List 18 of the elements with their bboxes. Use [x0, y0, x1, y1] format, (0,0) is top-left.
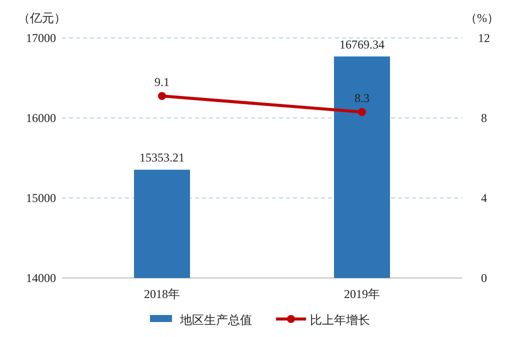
y-tick-label: 17000 — [26, 31, 56, 45]
y2-tick-label: 0 — [481, 271, 487, 285]
y2-tick-label: 8 — [481, 111, 487, 125]
y2-tick-label: 12 — [478, 31, 490, 45]
y2-axis-title: （%） — [465, 11, 499, 25]
x-tick-label: 2019年 — [344, 287, 380, 301]
y-axis-title: （亿元） — [18, 11, 66, 25]
legend-label: 地区生产总值 — [179, 313, 252, 327]
data-label: 15353.21 — [140, 150, 184, 165]
y-tick-label: 14000 — [26, 271, 56, 285]
legend-label: 比上年增长 — [310, 313, 370, 327]
data-label: 8.3 — [354, 91, 370, 105]
y-tick-label: 15000 — [26, 191, 56, 205]
data-label: 16769.34 — [340, 37, 384, 52]
y-tick-label: 16000 — [26, 111, 56, 125]
x-tick-label: 2018年 — [144, 287, 180, 301]
y2-tick-label: 4 — [481, 191, 487, 205]
data-label: 9.1 — [154, 75, 170, 89]
